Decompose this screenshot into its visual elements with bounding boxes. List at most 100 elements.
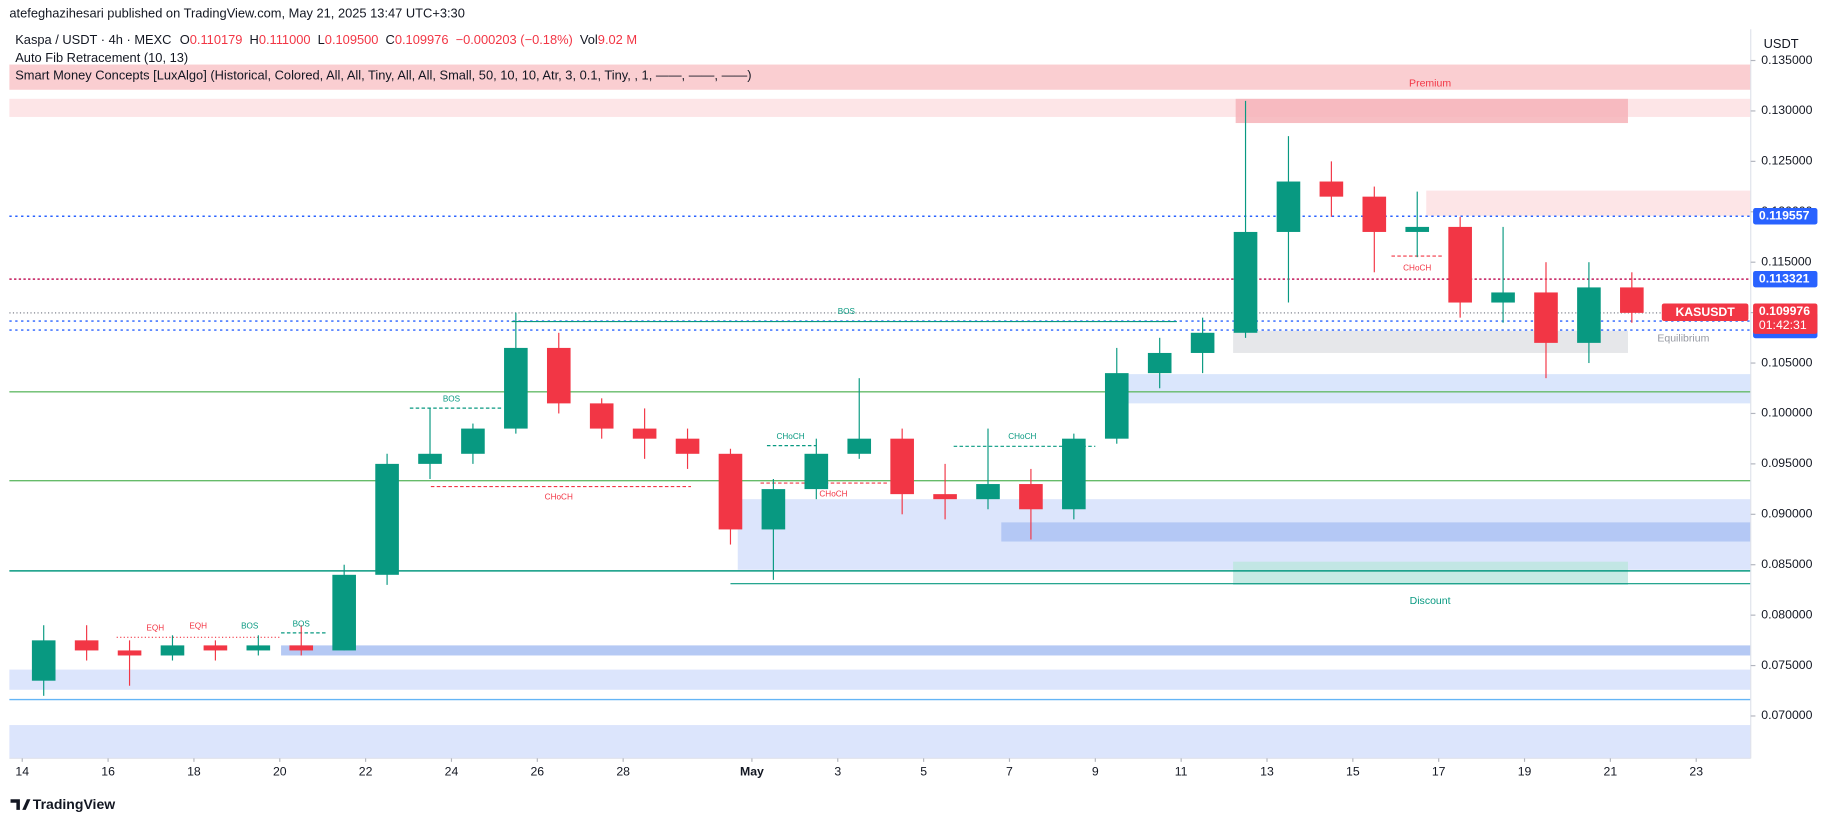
legend-line: Kaspa / USDT · 4h · MEXC O0.110179 H0.11… <box>15 32 637 47</box>
annotation: BOS <box>241 621 259 630</box>
candle-body <box>804 453 829 490</box>
zone <box>1235 98 1628 124</box>
x-tick-label: 17 <box>1432 765 1446 779</box>
candle-body <box>718 453 743 530</box>
annotation: Equilibrium <box>1657 333 1709 345</box>
candle-body <box>117 650 142 656</box>
annotation: CHoCH <box>776 432 804 441</box>
x-tick-label: 21 <box>1604 765 1618 779</box>
y-tick-label: 0.085000 <box>1761 557 1812 571</box>
candle-body <box>1319 181 1344 197</box>
x-tick-label: 7 <box>1006 765 1013 779</box>
x-tick-label: 24 <box>445 765 459 779</box>
annotation: BOS <box>293 619 311 628</box>
x-tick-label: 20 <box>273 765 287 779</box>
indicator[interactable]: Smart Money Concepts [LuxAlgo] (Historic… <box>15 67 751 82</box>
candle-body <box>332 574 356 651</box>
candle-body <box>461 428 485 454</box>
zone <box>281 645 1751 656</box>
x-tick-label: 22 <box>359 765 373 779</box>
candle-body <box>761 489 786 530</box>
annotation: BOS <box>443 394 461 403</box>
y-tick-label: 0.070000 <box>1761 708 1812 722</box>
x-tick-label: 16 <box>101 765 115 779</box>
price-label: 0.113321 <box>1759 271 1810 285</box>
symbol-label-bg <box>1661 303 1749 322</box>
price-label-bg <box>1753 270 1818 288</box>
y-tick-label: 0.105000 <box>1761 355 1812 369</box>
x-tick-label: 13 <box>1260 765 1274 779</box>
annotation: CHoCH <box>545 492 573 501</box>
candle-body <box>1147 352 1172 374</box>
current-price-bg <box>1753 303 1818 334</box>
ohlc-label: H <box>250 32 259 47</box>
y-tick-label: 0.135000 <box>1761 53 1812 67</box>
annotation: EQH <box>189 621 207 630</box>
y-tick-label: 0.090000 <box>1761 507 1812 521</box>
x-tick-label: 23 <box>1689 765 1703 779</box>
zone <box>9 64 1751 90</box>
ohlc-value: 0.111000 <box>259 32 311 47</box>
candle-body <box>632 428 657 439</box>
candle-body <box>246 645 271 651</box>
change: −0.000203 (−0.18%) <box>456 32 573 47</box>
y-tick-label: 0.075000 <box>1761 658 1812 672</box>
ohlc-value: 0.109500 <box>325 32 379 47</box>
x-tick-label: 15 <box>1346 765 1360 779</box>
candle-body <box>675 438 700 454</box>
candle-body <box>1534 292 1558 343</box>
candle-body <box>1620 287 1644 313</box>
y-tick-label: 0.130000 <box>1761 103 1812 117</box>
x-tick-label: 14 <box>15 765 29 779</box>
candle-body <box>1019 484 1043 510</box>
x-tick-label: 26 <box>530 765 544 779</box>
x-tick-label: 9 <box>1092 765 1099 779</box>
candle-body <box>1405 226 1430 232</box>
countdown: 01:42:31 <box>1759 318 1807 332</box>
x-tick-label: 3 <box>834 765 841 779</box>
candle-body <box>847 438 872 454</box>
candle-body <box>1276 181 1301 232</box>
ohlc-label: C <box>386 32 395 47</box>
annotation: BOS <box>838 307 856 316</box>
candle-body <box>976 484 1000 500</box>
ohlc-value: 0.110179 <box>190 32 243 47</box>
indicator[interactable]: Auto Fib Retracement (10, 13) <box>15 50 188 65</box>
candle-body <box>504 347 528 429</box>
zone <box>1001 522 1751 542</box>
candle-body <box>375 463 399 575</box>
zone <box>1126 374 1751 404</box>
candle-body <box>890 438 914 495</box>
currency[interactable]: USDT <box>1764 36 1799 51</box>
zone <box>1233 330 1628 353</box>
plot-area: Premium Equilibrium Discount BOS BOS CHoCH CHo… <box>9 64 1751 759</box>
symbol-label: KASUSDT <box>1675 305 1735 319</box>
y-tick-label: 0.095000 <box>1761 456 1812 470</box>
annotation: Premium <box>1409 77 1451 89</box>
annotation: CHoCH <box>1403 263 1431 272</box>
candle-body <box>1233 231 1258 333</box>
brand: TradingView <box>33 796 115 812</box>
publisher: atefeghazihesari published on TradingVie… <box>9 5 465 20</box>
y-tick-label: 0.080000 <box>1761 607 1812 621</box>
candle-body <box>1190 332 1215 353</box>
candle-body <box>203 645 228 651</box>
candle-body <box>1577 287 1601 343</box>
candle-body <box>31 640 56 681</box>
candle-body <box>546 347 571 404</box>
zone <box>9 725 1751 759</box>
x-tick-label: May <box>740 765 764 779</box>
candle-body <box>1104 373 1129 439</box>
candle-body <box>589 403 614 429</box>
symbol: Kaspa / USDT · 4h · MEXC <box>15 32 171 47</box>
candle-body <box>1448 226 1472 303</box>
x-tick-label: 19 <box>1518 765 1532 779</box>
candle-body <box>74 640 99 651</box>
x-tick-label: 11 <box>1175 765 1188 779</box>
annotation: Discount <box>1410 595 1451 607</box>
candle-body <box>418 453 442 464</box>
annotation: CHoCH <box>1008 432 1036 441</box>
current-price: 0.109976 <box>1759 304 1810 318</box>
